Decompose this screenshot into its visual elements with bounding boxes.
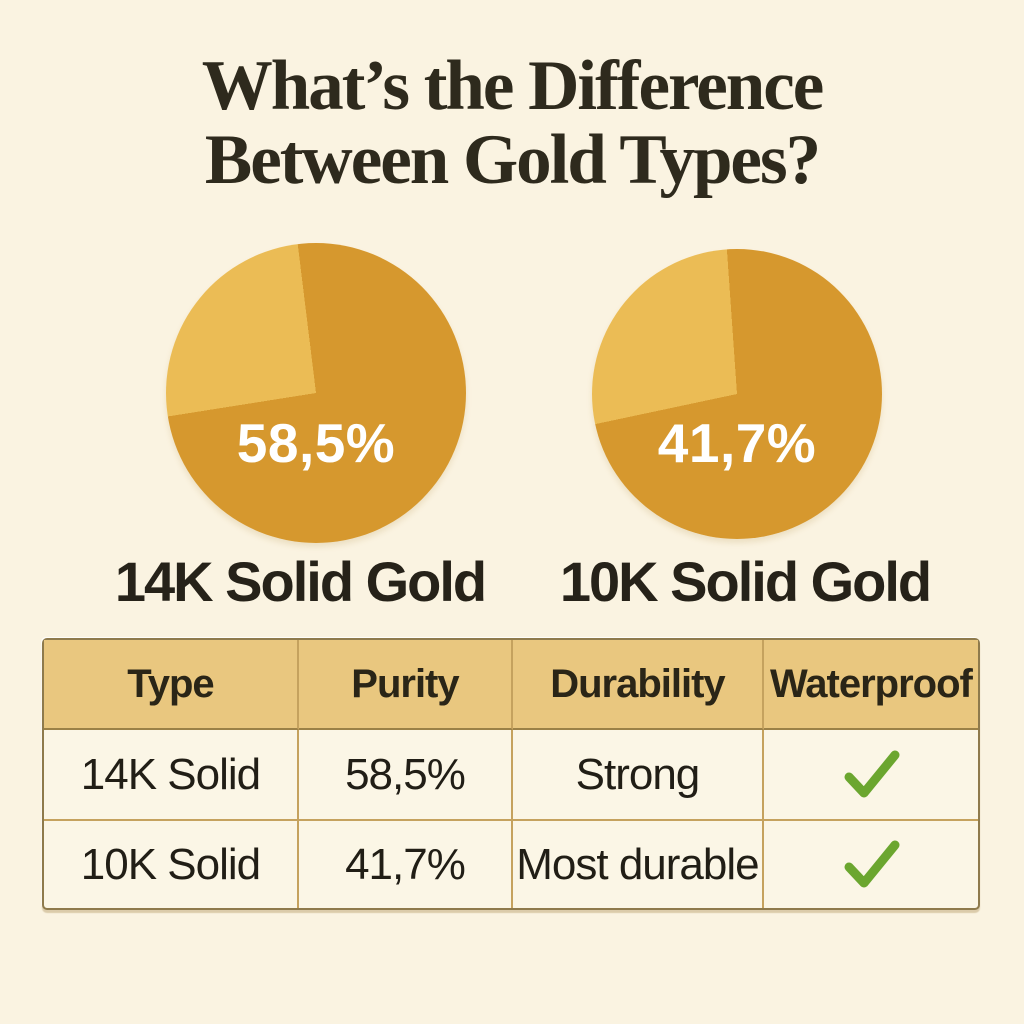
cell-row2-type: 10K Solid [44, 819, 299, 908]
cell-row1-purity: 58,5% [299, 730, 513, 819]
header-cell-durability: Durability [512, 640, 764, 730]
cell-row2-durability: Most durable [512, 819, 764, 908]
check-icon [764, 730, 978, 819]
cell-row1-type: 14K Solid [44, 730, 299, 819]
pie-chart-10k: 41,7% [592, 249, 882, 539]
pie-percent-label-10k: 41,7% [657, 411, 817, 474]
page-title: What’s the Difference Between Gold Types… [0, 47, 1024, 199]
comparison-table: Type Purity Durability Waterproof 14K So… [42, 638, 980, 910]
pie-caption-14k: 14K Solid Gold [114, 550, 487, 613]
pie-caption-10k: 10K Solid Gold [559, 550, 932, 613]
page-title-line-2: Between Gold Types? [204, 120, 821, 199]
cell-row1-durability: Strong [513, 730, 764, 819]
header-cell-waterproof: Waterproof [763, 640, 978, 730]
pie-percent-label-14k: 58,5% [236, 411, 396, 474]
header-cell-type: Type [44, 640, 299, 730]
cell-row2-purity: 41,7% [298, 819, 513, 908]
header-cell-purity: Purity [298, 640, 513, 730]
pie-chart-14k: 58,5% [166, 243, 466, 543]
page-title-line-1: What’s the Difference [201, 47, 824, 125]
check-icon [763, 819, 978, 908]
